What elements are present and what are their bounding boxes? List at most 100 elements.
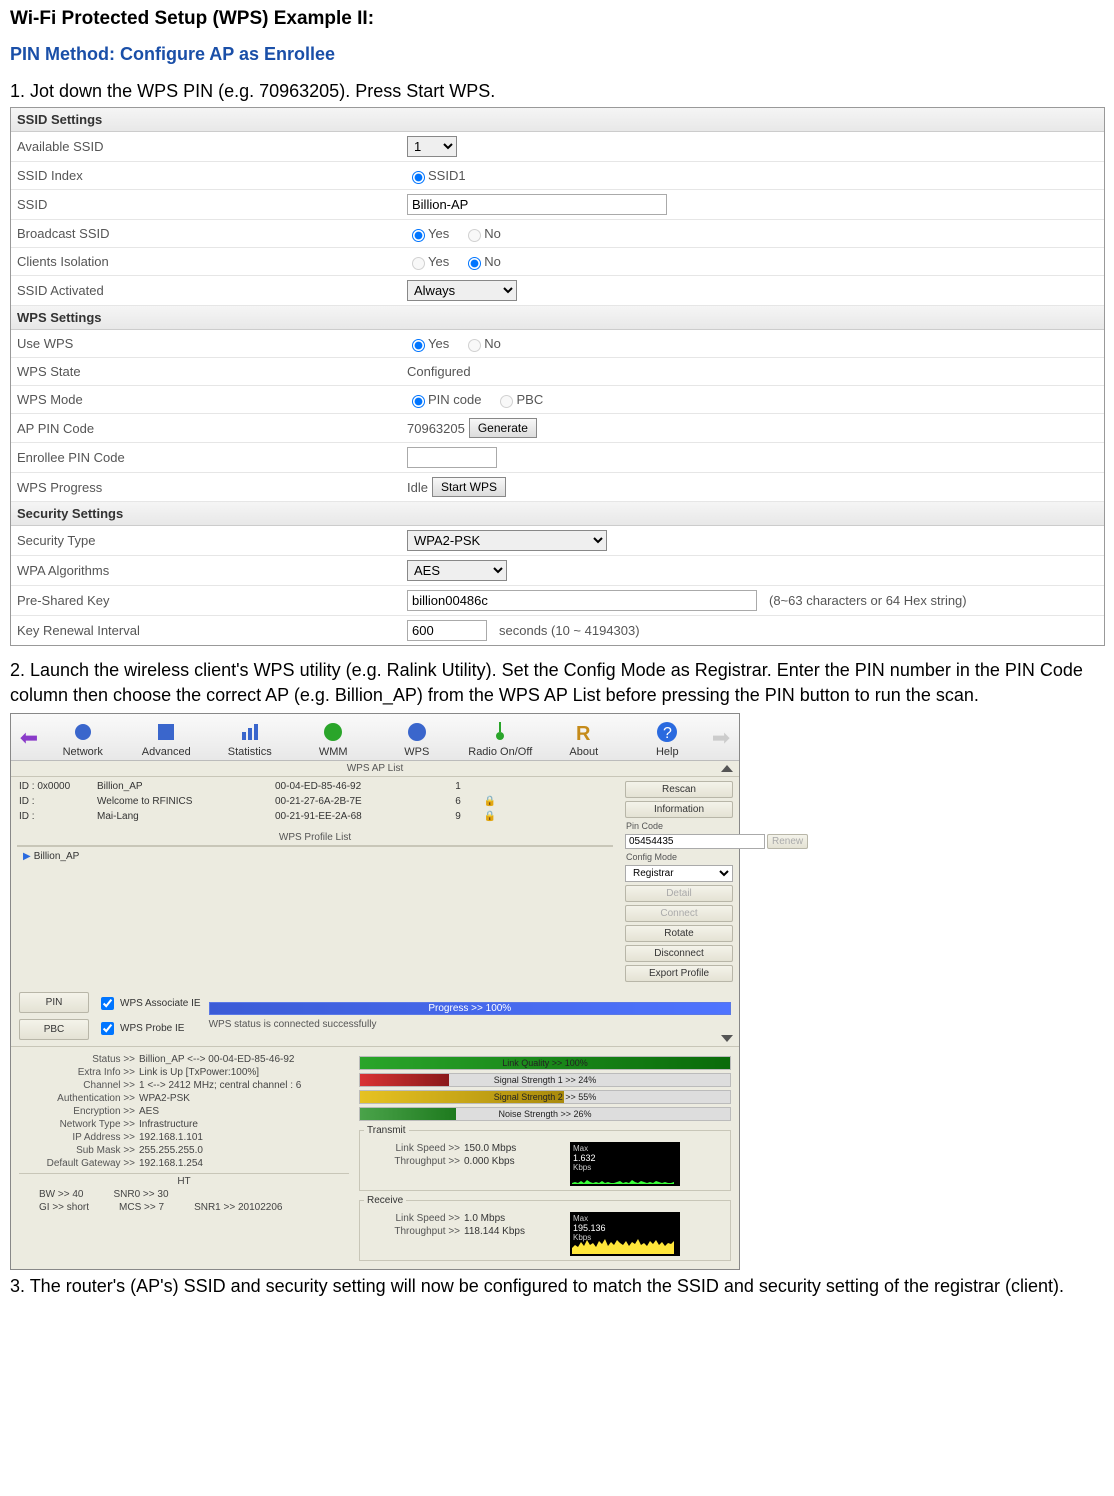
tab-wps[interactable]: WPS [375,718,459,758]
tab-wmm[interactable]: WMM [292,718,376,758]
label-enrollee-pin: Enrollee PIN Code [17,450,407,465]
svg-text:R: R [576,723,591,744]
tab-about[interactable]: RAbout [542,718,626,758]
label-broadcast-ssid: Broadcast SSID [17,226,407,241]
doc-title: Wi-Fi Protected Setup (WPS) Example II: [10,8,1104,30]
label-wps-mode: WPS Mode [17,392,407,407]
pin-code-label: Pin Code [625,821,733,831]
chk-probe-ie[interactable] [101,1022,114,1035]
step-3: 3. The router's (AP's) SSID and security… [10,1274,1104,1298]
section-security-settings: Security Settings [11,502,1104,526]
svg-text:?: ? [663,725,672,742]
ap-row-0[interactable]: ID : 0x0000 Billion_AP 00-04-ED-85-46-92… [17,779,613,794]
row-ap-pin: AP PIN Code 70963205 Generate [11,414,1104,443]
collapse-down-icon[interactable] [721,1035,733,1042]
radio-isolation-yes[interactable] [412,257,425,270]
rotate-button[interactable]: Rotate [625,925,733,942]
export-profile-button[interactable]: Export Profile [625,965,733,982]
radio-usewps-no[interactable] [468,339,481,352]
pin-renew-button[interactable]: Renew [767,834,808,849]
ralink-toolbar: ⬅ Network Advanced Statistics WMM WPS Ra… [11,714,739,761]
signal-1-bar: Signal Strength 1 >> 24% [359,1073,731,1087]
detail-button[interactable]: Detail [625,885,733,902]
select-available-ssid[interactable]: 1 [407,136,457,157]
hint-psk: (8~63 characters or 64 Hex string) [769,593,967,608]
hint-key-renewal: seconds (10 ~ 4194303) [499,623,640,638]
rescan-button[interactable]: Rescan [625,781,733,798]
profile-marker-icon: ▶ [23,851,31,862]
input-enrollee-pin[interactable] [407,447,497,468]
label-psk: Pre-Shared Key [17,593,407,608]
generate-button[interactable]: Generate [469,418,537,438]
select-security-type[interactable]: WPA2-PSK [407,530,607,551]
select-ssid-activated[interactable]: Always [407,280,517,301]
tab-advanced[interactable]: Advanced [125,718,209,758]
row-wps-progress: WPS Progress Idle Start WPS [11,473,1104,502]
radio-isolation-no-label: No [484,254,501,269]
ap-row-2[interactable]: ID : Mai-Lang 00-21-91-EE-2A-68 9 🔒 [17,809,613,824]
wps-side-panel: Rescan Information Pin Code Renew Config… [619,777,739,986]
information-button[interactable]: Information [625,801,733,818]
row-wpa-alg: WPA Algorithms AES [11,556,1104,586]
config-mode-select[interactable]: Registrar [625,865,733,882]
input-key-renewal[interactable] [407,620,487,641]
wps-status-text: WPS status is connected successfully [209,1019,731,1030]
input-psk[interactable] [407,590,757,611]
snr0-value: SNR0 >> 30 [113,1189,168,1200]
label-clients-isolation: Clients Isolation [17,254,407,269]
radio-mode-pin[interactable] [412,395,425,408]
row-broadcast-ssid: Broadcast SSID Yes No [11,220,1104,248]
label-ap-pin: AP PIN Code [17,421,407,436]
row-ssid-index: SSID Index SSID1 [11,162,1104,190]
config-mode-label: Config Mode [625,852,733,862]
profile-selected[interactable]: Billion_AP [34,851,80,862]
radio-ssid1-label: SSID1 [428,168,466,183]
radio-broadcast-yes[interactable] [412,229,425,242]
value-wps-progress: Idle [407,480,428,495]
chk-assoc-ie[interactable] [101,997,114,1010]
row-enrollee-pin: Enrollee PIN Code [11,443,1104,473]
row-security-type: Security Type WPA2-PSK [11,526,1104,556]
radio-usewps-yes[interactable] [412,339,425,352]
ht-label: HT [19,1173,349,1187]
row-ssid-activated: SSID Activated Always [11,276,1104,306]
radio-usewps-no-label: No [484,336,501,351]
connection-info: Status >>Billion_AP <--> 00-04-ED-85-46-… [19,1053,349,1261]
pbc-button[interactable]: PBC [19,1019,89,1040]
radio-broadcast-no-label: No [484,226,501,241]
label-ssid-index: SSID Index [17,168,407,183]
radio-isolation-no[interactable] [468,257,481,270]
start-wps-button[interactable]: Start WPS [432,477,506,497]
connect-button[interactable]: Connect [625,905,733,922]
tab-help[interactable]: ?Help [626,718,710,758]
disconnect-button[interactable]: Disconnect [625,945,733,962]
forward-arrow-icon[interactable]: ➡ [709,718,733,758]
wps-ap-list: ID : 0x0000 Billion_AP 00-04-ED-85-46-92… [11,777,619,986]
step-2: 2. Launch the wireless client's WPS util… [10,658,1104,707]
tab-network[interactable]: Network [41,718,125,758]
radio-ssid1[interactable] [412,171,425,184]
ralink-utility-screenshot: ⬅ Network Advanced Statistics WMM WPS Ra… [10,713,740,1270]
input-ssid[interactable] [407,194,667,215]
chk-assoc-ie-label: WPS Associate IE [120,998,201,1009]
select-wpa-alg[interactable]: AES [407,560,507,581]
label-ssid: SSID [17,197,407,212]
row-use-wps: Use WPS Yes No [11,330,1104,358]
transmit-fieldset: Transmit Link Speed >>150.0 Mbps Through… [359,1125,731,1191]
doc-subtitle: PIN Method: Configure AP as Enrollee [10,44,1104,65]
pin-button[interactable]: PIN [19,992,89,1013]
radio-mode-pbc[interactable] [500,395,513,408]
signal-2-bar: Signal Strength 2 >> 55% [359,1090,731,1104]
ap-row-1[interactable]: ID : Welcome to RFINICS 00-21-27-6A-2B-7… [17,794,613,809]
noise-bar: Noise Strength >> 26% [359,1107,731,1121]
tab-statistics[interactable]: Statistics [208,718,292,758]
ralink-status-panel: Status >>Billion_AP <--> 00-04-ED-85-46-… [11,1046,739,1269]
radio-isolation-yes-label: Yes [428,254,449,269]
tab-radio[interactable]: Radio On/Off [459,718,543,758]
row-available-ssid: Available SSID 1 [11,132,1104,162]
radio-broadcast-no[interactable] [468,229,481,242]
label-security-type: Security Type [17,533,407,548]
receive-fieldset: Receive Link Speed >>1.0 Mbps Throughput… [359,1195,731,1261]
back-arrow-icon[interactable]: ⬅ [17,718,41,758]
pin-code-input[interactable] [625,834,765,849]
